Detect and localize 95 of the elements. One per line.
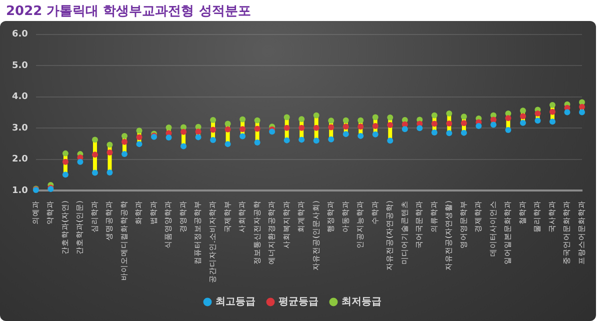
point: [284, 114, 290, 120]
point: [520, 120, 526, 126]
point: [180, 128, 187, 135]
point: [224, 120, 231, 127]
point: [372, 131, 378, 138]
point: [446, 120, 452, 126]
point: [372, 114, 378, 120]
point: [358, 117, 364, 124]
point: [505, 127, 512, 134]
point: [62, 158, 68, 165]
point: [298, 124, 305, 131]
point: [402, 126, 408, 132]
point: [328, 136, 334, 142]
point: [476, 122, 482, 129]
point: [62, 150, 68, 156]
point: [240, 116, 246, 122]
legend-label: 최저등급: [342, 296, 382, 308]
point: [166, 134, 172, 141]
point: [240, 133, 246, 140]
point: [446, 130, 452, 136]
point: [328, 118, 334, 124]
point: [579, 104, 585, 110]
point: [62, 172, 68, 178]
point: [549, 118, 556, 125]
y-tick-label: 6.0: [12, 30, 28, 40]
chart-title: 2022 가톨릭대 학생부교과전형 성적분포: [6, 3, 251, 20]
point: [358, 132, 364, 139]
point: [490, 122, 496, 128]
point: [358, 124, 364, 130]
point: [195, 128, 202, 135]
legend-label: 최고등급: [216, 296, 256, 308]
point: [224, 126, 231, 132]
point: [520, 113, 526, 120]
point: [166, 124, 172, 131]
point: [387, 138, 394, 144]
point: [342, 124, 349, 130]
point: [313, 112, 320, 118]
point: [416, 125, 423, 132]
point: [431, 130, 438, 136]
point: [254, 117, 260, 124]
point: [210, 126, 216, 133]
point: [460, 114, 467, 120]
point: [549, 102, 556, 108]
point: [210, 137, 216, 143]
point: [505, 115, 512, 122]
point: [92, 170, 98, 176]
point: [446, 110, 452, 116]
point: [195, 134, 202, 140]
point: [254, 126, 260, 132]
point: [534, 118, 541, 124]
point: [136, 141, 142, 148]
point: [298, 116, 305, 122]
point: [387, 114, 394, 121]
point: [431, 112, 438, 118]
point: [328, 124, 334, 130]
point: [92, 152, 98, 158]
point: [372, 122, 378, 129]
point: [106, 169, 113, 176]
point: [180, 143, 187, 150]
point: [254, 140, 260, 146]
legend-label: 평균등급: [278, 296, 318, 308]
point: [284, 124, 290, 131]
point: [121, 138, 128, 145]
point: [431, 120, 438, 127]
y-tick-label: 3.0: [12, 123, 28, 134]
point: [342, 117, 349, 124]
point: [210, 117, 216, 124]
point: [136, 128, 142, 134]
point: [460, 120, 467, 126]
point: [121, 132, 128, 139]
point: [549, 108, 556, 115]
point: [564, 109, 570, 116]
point: [460, 130, 467, 136]
point: [387, 122, 394, 128]
point: [520, 108, 526, 114]
point: [106, 142, 113, 148]
y-tick-label: 4.0: [12, 92, 28, 102]
point: [313, 124, 320, 131]
point: [284, 137, 290, 144]
point: [534, 110, 541, 116]
y-tick-label: 2.0: [12, 154, 28, 165]
point: [106, 150, 113, 156]
point: [240, 126, 246, 132]
point: [92, 136, 98, 143]
point: [342, 131, 349, 138]
y-tick-label: 5.0: [12, 60, 28, 71]
point: [77, 158, 84, 165]
point: [579, 109, 585, 116]
point: [121, 151, 128, 158]
point: [298, 136, 305, 143]
point: [269, 128, 276, 135]
y-tick-label: 1.0: [12, 186, 28, 196]
point: [136, 134, 142, 140]
point: [313, 138, 320, 144]
point: [224, 141, 231, 148]
